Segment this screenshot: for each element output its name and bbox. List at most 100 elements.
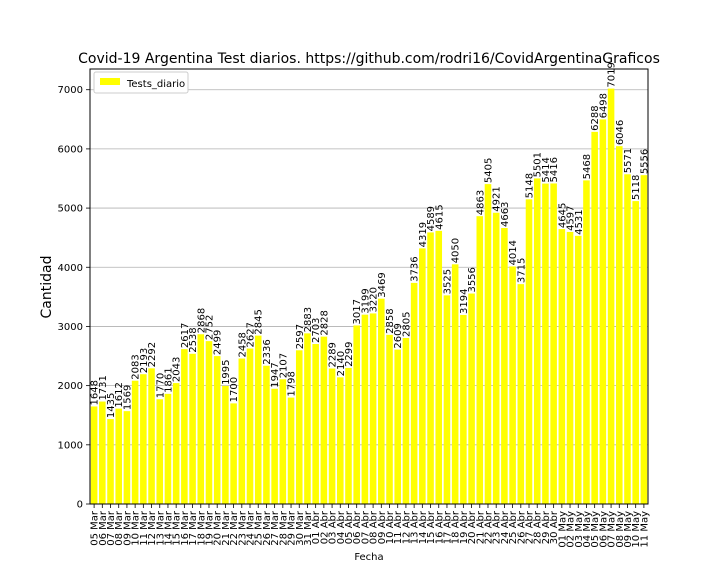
- bar: [107, 419, 114, 504]
- bar: [263, 365, 270, 504]
- x-tick-label: 05 Abr: [344, 510, 355, 544]
- bar: [189, 353, 196, 504]
- x-tick-label: 14 Mar: [163, 510, 174, 546]
- data-label: 5118: [631, 175, 642, 200]
- x-tick-label: 26 Mar: [262, 510, 273, 546]
- bar: [443, 295, 451, 504]
- data-label: 2083: [131, 354, 142, 379]
- x-tick-label: 07 Mar: [106, 510, 117, 546]
- bar: [386, 334, 393, 504]
- y-tick-label: 2000: [58, 381, 83, 392]
- data-label: 1435: [106, 393, 117, 418]
- data-label: 2289: [328, 342, 339, 367]
- bar: [90, 406, 98, 504]
- data-label: 2336: [262, 339, 273, 364]
- x-tick-label: 27 Abr: [525, 510, 536, 544]
- bar: [574, 235, 582, 504]
- bar: [501, 228, 508, 504]
- x-tick-label: 02 May: [566, 511, 577, 548]
- bar: [509, 266, 516, 504]
- bar: [410, 282, 418, 504]
- x-tick-label: 25 Mar: [254, 510, 265, 546]
- data-label: 5468: [582, 154, 593, 179]
- x-tick-label: 08 May: [615, 511, 626, 548]
- data-label: 2609: [393, 323, 404, 348]
- y-tick-label: 4000: [58, 263, 83, 274]
- x-tick-label: 04 Abr: [336, 510, 347, 544]
- bar: [287, 397, 295, 504]
- data-label: 1569: [122, 385, 133, 410]
- x-tick-label: 06 Mar: [98, 510, 109, 546]
- data-label: 1648: [90, 380, 101, 405]
- bar: [451, 264, 459, 504]
- x-tick-label: 05 May: [590, 511, 601, 548]
- bar: [615, 146, 623, 504]
- bar: [164, 393, 172, 504]
- data-label: 2538: [188, 327, 199, 352]
- data-label: 5571: [623, 148, 634, 173]
- data-label: 5556: [639, 149, 650, 174]
- data-label: 2858: [385, 308, 396, 333]
- x-tick-label: 09 May: [623, 511, 634, 548]
- data-label: 2107: [278, 353, 289, 378]
- y-tick-label: 3000: [58, 322, 83, 333]
- data-label: 3220: [369, 287, 380, 312]
- data-label: 2458: [237, 332, 248, 357]
- x-tick-label: 21 Abr: [475, 510, 486, 544]
- x-tick-label: 06 Abr: [352, 510, 363, 544]
- bar: [115, 408, 123, 504]
- chart-title: Covid-19 Argentina Test diarios. https:/…: [78, 51, 660, 67]
- data-label: 4615: [434, 204, 445, 229]
- x-tick-label: 01 Abr: [311, 510, 322, 544]
- x-tick-label: 22 Mar: [229, 510, 240, 546]
- bar: [468, 293, 475, 504]
- bars: [90, 88, 648, 505]
- x-tick-label: 10 May: [631, 511, 642, 548]
- data-label: 4645: [557, 203, 568, 228]
- bar: [394, 349, 402, 504]
- x-tick-label: 22 Abr: [483, 510, 494, 544]
- bar: [632, 201, 639, 504]
- bar: [279, 379, 287, 504]
- x-tick-label: 17 Abr: [442, 510, 453, 544]
- data-label: 5416: [549, 157, 560, 182]
- y-tick-label: 6000: [58, 144, 83, 155]
- bar: [181, 349, 188, 504]
- data-label: 6046: [615, 120, 626, 145]
- bar: [123, 411, 131, 504]
- data-label: 3556: [467, 267, 478, 292]
- x-tick-label: 28 Mar: [278, 510, 289, 546]
- x-tick-label: 19 Abr: [459, 510, 470, 544]
- data-label: 3736: [410, 256, 421, 281]
- y-tick-label: 5000: [58, 204, 83, 215]
- data-label: 4014: [508, 240, 519, 265]
- bar: [542, 183, 549, 504]
- legend-label: Tests_diario: [126, 79, 185, 90]
- x-tick-label: 23 Mar: [237, 510, 248, 546]
- x-tick-label: 10 Abr: [385, 510, 396, 544]
- data-label: 2828: [319, 310, 330, 335]
- data-label: 2617: [180, 323, 191, 348]
- x-tick-label: 24 Mar: [246, 510, 257, 546]
- bar: [484, 184, 492, 504]
- bar: [361, 314, 369, 504]
- bar: [156, 399, 164, 504]
- y-tick-label: 0: [77, 500, 83, 511]
- bar: [295, 350, 303, 504]
- bar: [558, 229, 566, 504]
- data-label: 1770: [155, 373, 166, 398]
- x-tick-label: 24 Abr: [500, 510, 511, 544]
- bar: [172, 383, 180, 504]
- x-tick-label: 13 Abr: [410, 510, 421, 544]
- bar: [607, 88, 615, 505]
- data-label: 5414: [541, 157, 552, 182]
- bar: [525, 199, 533, 504]
- bar: [312, 344, 319, 504]
- data-label: 3199: [360, 288, 371, 313]
- data-label: 4863: [475, 190, 486, 215]
- x-tick-label: 12 Abr: [401, 510, 412, 544]
- plot-frame: [89, 68, 649, 505]
- data-label: 4921: [492, 186, 503, 211]
- bar: [353, 325, 360, 504]
